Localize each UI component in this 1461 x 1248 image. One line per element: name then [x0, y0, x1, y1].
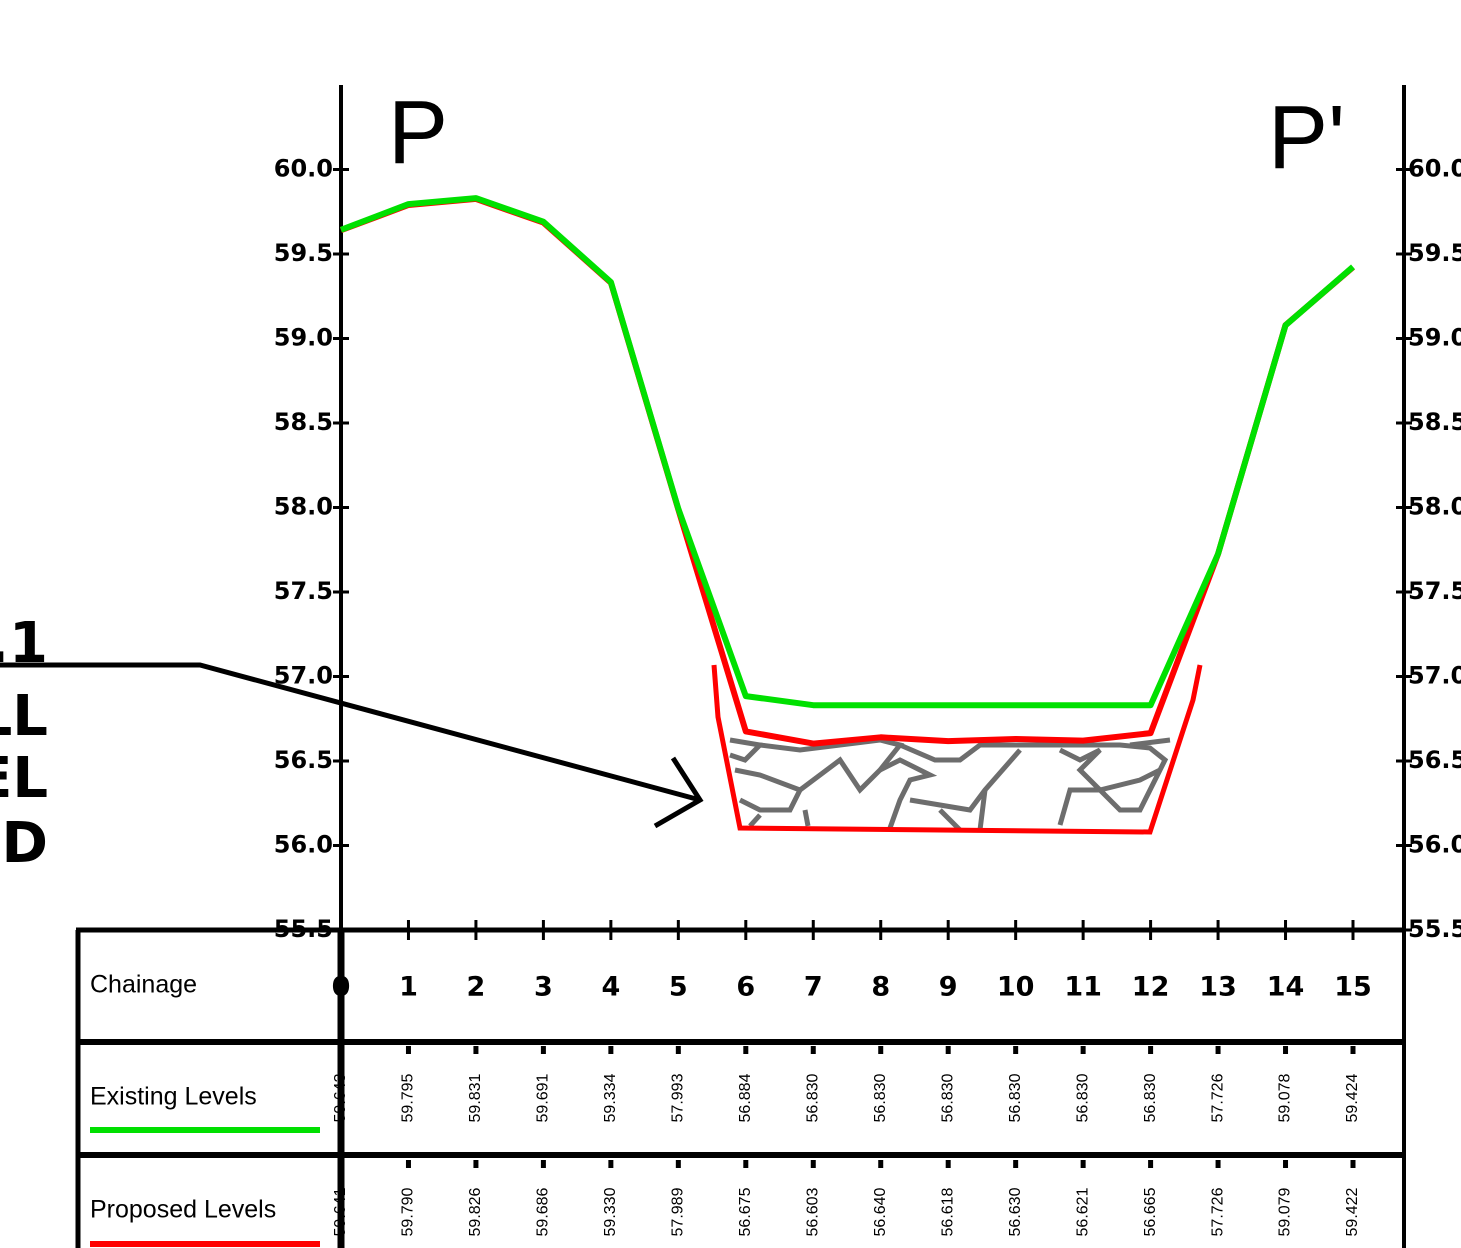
x-tick-label: 7	[804, 972, 823, 1003]
value-label: 59.691	[535, 1073, 552, 1122]
value-label: 59.424	[1344, 1073, 1361, 1122]
y-tick-label: 56.5	[274, 746, 333, 774]
value-label: 56.630	[1007, 1187, 1024, 1236]
trench-outline	[711, 664, 1203, 835]
y-tick-label: 58.5	[274, 408, 333, 436]
x-tick-label: 2	[467, 972, 486, 1003]
value-label: 59.641	[332, 1187, 349, 1236]
stone-pattern	[729, 737, 1171, 832]
value-label: 57.726	[1209, 1073, 1226, 1122]
y-tick-label: 57.5	[1408, 577, 1461, 605]
section-label: P	[388, 83, 448, 183]
value-label: 56.603	[804, 1187, 821, 1236]
y-tick-label: 60.0	[274, 155, 333, 183]
value-label: 56.618	[939, 1187, 956, 1236]
x-tick-label: 1	[399, 972, 418, 1003]
section-label: P'	[1268, 88, 1345, 188]
y-tick-label: 59.5	[274, 239, 333, 267]
value-label: 59.831	[467, 1073, 484, 1122]
y-tick-label: 59.5	[1408, 239, 1461, 267]
value-label: 59.422	[1344, 1187, 1361, 1236]
value-label: 56.830	[1142, 1073, 1159, 1122]
series-line	[339, 195, 1355, 709]
value-label: 59.079	[1277, 1187, 1294, 1236]
value-label: 56.640	[872, 1187, 889, 1236]
y-tick-label: 57.5	[274, 577, 333, 605]
value-label: 59.330	[602, 1187, 619, 1236]
y-tick-label: 58.0	[1408, 493, 1461, 521]
value-label: 59.795	[400, 1073, 417, 1122]
y-tick-label: 57.0	[1408, 662, 1461, 690]
x-tick-label: 10	[997, 972, 1035, 1003]
table-frame	[75, 927, 1404, 1248]
value-label: 59.643	[332, 1073, 349, 1122]
y-tick-label: 58.5	[1408, 408, 1461, 436]
annotation: EL	[0, 746, 48, 811]
value-label: 59.078	[1277, 1073, 1294, 1122]
x-tick-label: 15	[1334, 972, 1372, 1003]
y-tick-label: 56.0	[274, 831, 333, 859]
x-tick-label: 6	[736, 972, 755, 1003]
value-label: 56.830	[804, 1073, 821, 1122]
x-tick-label: 12	[1132, 972, 1170, 1003]
value-label: 56.675	[737, 1187, 754, 1236]
row-header: Chainage	[90, 971, 197, 999]
legend-label: Proposed Levels	[90, 1196, 276, 1224]
value-label: 57.989	[670, 1187, 687, 1236]
annotation: .1	[0, 611, 48, 676]
annotation: LL	[0, 684, 48, 749]
x-tick-label: 8	[871, 972, 890, 1003]
y-tick-label: 58.0	[274, 493, 333, 521]
y-tick-label: 60.0	[1408, 155, 1461, 183]
annotation: D	[2, 811, 48, 876]
value-label: 57.993	[670, 1073, 687, 1122]
series-line	[339, 195, 1355, 747]
x-tick-label: 5	[669, 972, 688, 1003]
value-label: 57.726	[1209, 1187, 1226, 1236]
legend-label: Existing Levels	[90, 1083, 257, 1111]
x-tick-label: 3	[534, 972, 553, 1003]
value-label: 59.334	[602, 1073, 619, 1122]
x-tick-label: 11	[1064, 972, 1102, 1003]
y-tick-label: 55.5	[274, 915, 333, 943]
y-tick-label: 59.0	[1408, 324, 1461, 352]
y-tick-label: 56.0	[1408, 831, 1461, 859]
value-label: 56.884	[737, 1073, 754, 1122]
x-tick-label: 0	[332, 972, 351, 1003]
y-tick-label: 59.0	[274, 324, 333, 352]
x-tick-label: 4	[601, 972, 620, 1003]
value-label: 56.830	[1007, 1073, 1024, 1122]
value-label: 59.790	[400, 1187, 417, 1236]
x-tick-label: 13	[1199, 972, 1237, 1003]
y-tick-label: 57.0	[274, 662, 333, 690]
x-tick-label: 14	[1267, 972, 1305, 1003]
value-label: 56.830	[939, 1073, 956, 1122]
y-tick-label: 55.5	[1408, 915, 1461, 943]
y-tick-label: 56.5	[1408, 746, 1461, 774]
value-label: 59.686	[535, 1187, 552, 1236]
value-label: 59.826	[467, 1187, 484, 1236]
leader-arrow	[0, 662, 701, 803]
value-label: 56.830	[1074, 1073, 1091, 1122]
value-label: 56.621	[1074, 1187, 1091, 1236]
x-tick-label: 9	[939, 972, 958, 1003]
value-label: 56.830	[872, 1073, 889, 1122]
arrow-head	[653, 756, 704, 829]
value-label: 56.665	[1142, 1187, 1159, 1236]
